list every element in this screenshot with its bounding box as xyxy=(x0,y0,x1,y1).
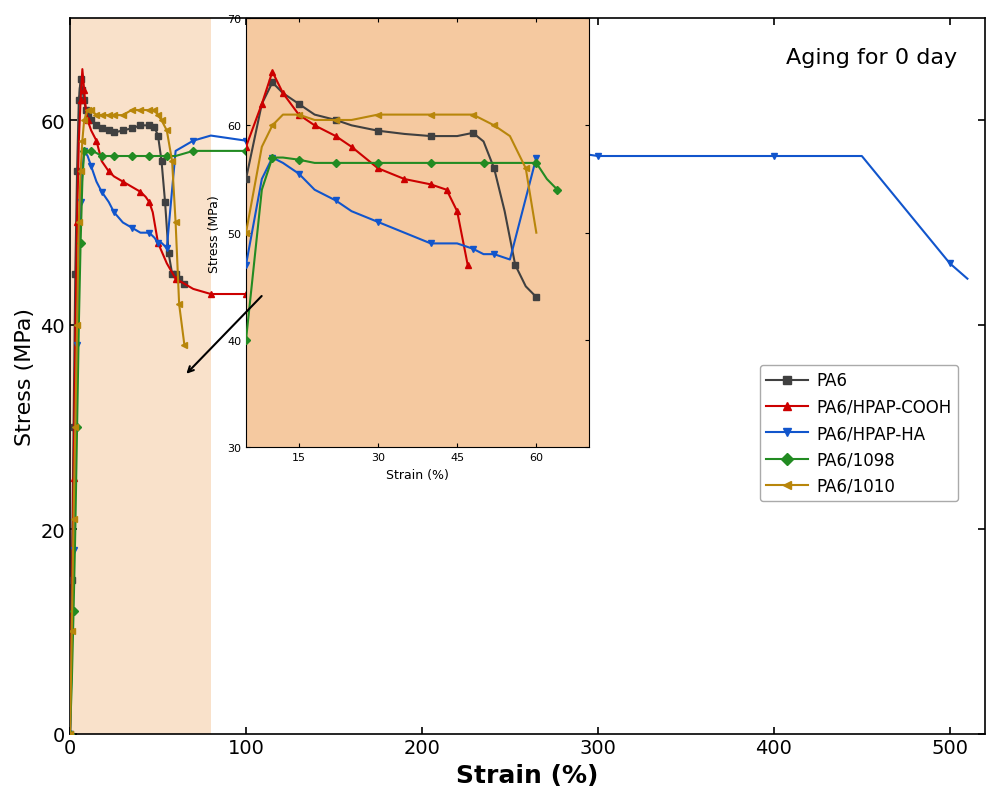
Text: Aging for 0 day: Aging for 0 day xyxy=(786,47,958,67)
FancyBboxPatch shape xyxy=(70,19,211,734)
Legend: PA6, PA6/HPAP-COOH, PA6/HPAP-HA, PA6/1098, PA6/1010: PA6, PA6/HPAP-COOH, PA6/HPAP-HA, PA6/109… xyxy=(760,365,958,502)
Y-axis label: Stress (MPa): Stress (MPa) xyxy=(15,307,35,445)
X-axis label: Strain (%): Strain (%) xyxy=(456,763,599,787)
